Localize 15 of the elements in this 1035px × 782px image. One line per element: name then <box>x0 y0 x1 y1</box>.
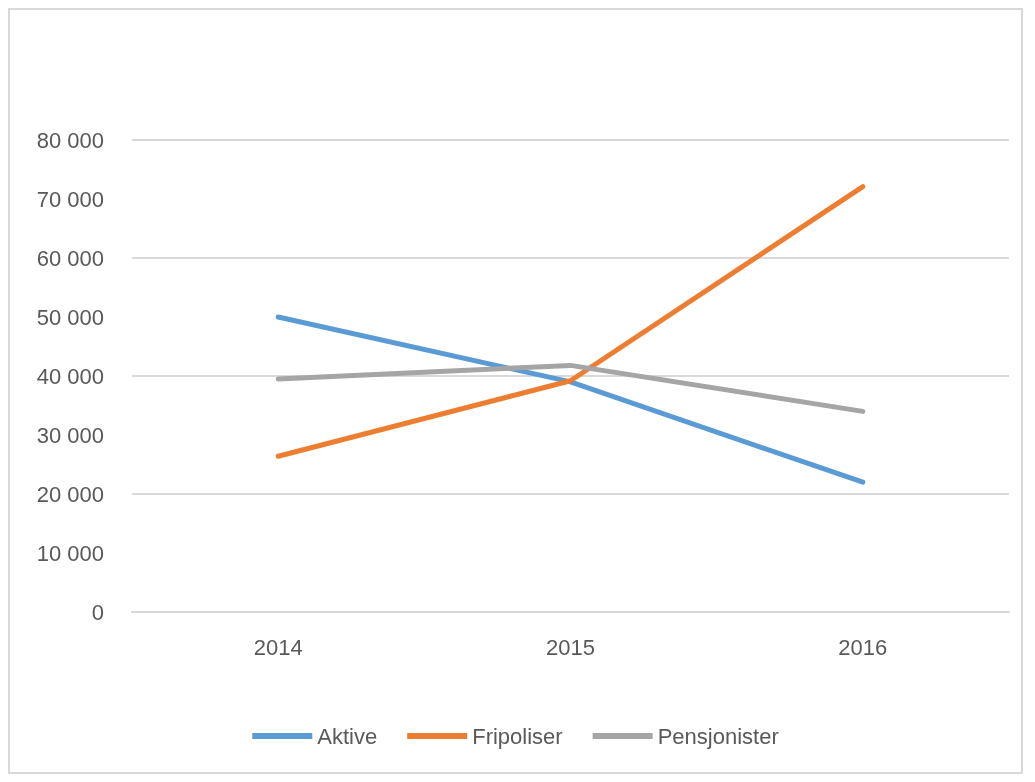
y-tick-label: 30 000 <box>36 422 104 448</box>
legend-label: Fripoliser <box>472 723 563 749</box>
legend-label: Pensjonister <box>657 723 779 749</box>
x-tick-label: 2014 <box>253 634 303 660</box>
y-tick-label: 80 000 <box>36 127 104 153</box>
x-tick-label: 2015 <box>546 634 595 660</box>
y-tick-label: 70 000 <box>36 186 104 212</box>
y-tick-label: 40 000 <box>36 363 104 389</box>
x-tick-label: 2016 <box>838 634 888 660</box>
y-tick-label: 10 000 <box>36 540 104 566</box>
legend-label: Aktive <box>317 723 378 749</box>
y-tick-label: 20 000 <box>36 481 104 507</box>
y-tick-label: 50 000 <box>36 304 104 330</box>
y-tick-label: 0 <box>91 599 104 625</box>
y-tick-label: 60 000 <box>36 245 104 271</box>
